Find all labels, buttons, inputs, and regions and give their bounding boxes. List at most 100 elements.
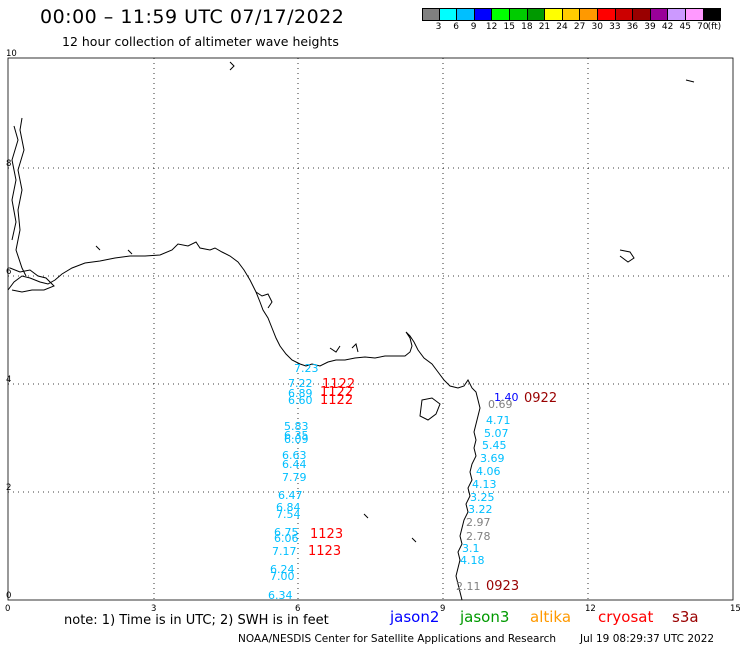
wave-height-label: 6.75 [274, 526, 299, 539]
track-time-label: 0923 [486, 579, 519, 594]
wave-height-label: 6.47 [278, 489, 303, 502]
credit-text: NOAA/NESDIS Center for Satellite Applica… [238, 633, 556, 645]
wave-height-label: 7.22 [288, 377, 313, 390]
scale-label: 6 [453, 22, 459, 32]
wave-height-label: 7.23 [294, 362, 319, 375]
x-tick-label: 12 [585, 604, 596, 614]
scale-swatch [527, 8, 546, 21]
x-tick-label: 3 [151, 604, 156, 614]
track-time-label: 1122 [320, 393, 353, 408]
y-tick-label: 6 [6, 267, 11, 277]
scale-label: 27 [573, 22, 586, 32]
satellite-legend-cryosat: cryosat [598, 608, 654, 626]
satellite-legend-jason2: jason2 [390, 608, 440, 626]
wave-height-label: 3.25 [470, 491, 495, 504]
wave-height-label: 5.07 [484, 427, 509, 440]
track-time-label: 1122 [320, 385, 353, 400]
scale-swatch [580, 8, 598, 21]
wave-height-label: 7.17 [272, 545, 297, 558]
wave-height-label: 3.1 [462, 542, 480, 555]
wave-height-label: 6.44 [282, 458, 307, 471]
x-tick-label: 6 [295, 604, 300, 614]
wave-height-label: 6.34 [268, 589, 293, 602]
x-tick-label: 0 [5, 604, 10, 614]
scale-label: 70 [697, 22, 709, 32]
color-scale-bar [422, 6, 722, 25]
scale-swatch [509, 8, 528, 21]
scale-swatch [562, 8, 581, 21]
footer-note: note: 1) Time is in UTC; 2) SWH is in fe… [64, 613, 329, 628]
map-frame [7, 57, 734, 601]
generated-timestamp: Jul 19 08:29:37 UTC 2022 [580, 633, 715, 645]
axis-tick-labels: 0 3 6 9 12 15 0 2 4 6 8 10 [5, 49, 740, 614]
scale-label: 42 [661, 22, 674, 32]
scale-label: 30 [591, 22, 603, 32]
wave-height-label: 4.18 [460, 554, 485, 567]
scale-swatch [457, 8, 475, 21]
wave-height-label: 5.83 [284, 420, 309, 433]
satellite-legend-altika: altika [530, 608, 572, 626]
x-tick-label: 9 [440, 604, 445, 614]
grid-lines [8, 58, 733, 600]
wave-height-label: 1.40 [494, 391, 519, 404]
map-subtitle: 12 hour collection of altimeter wave hei… [62, 34, 339, 49]
scale-swatch [615, 8, 634, 21]
scale-label: 12 [485, 22, 498, 32]
scale-swatch [685, 8, 704, 21]
wave-height-label: 7.79 [282, 471, 307, 484]
scale-swatch [597, 8, 616, 21]
wave-height-label: 2.78 [466, 530, 491, 543]
track-time-label: 0922 [524, 391, 557, 406]
scale-swatch [439, 8, 458, 21]
wave-height-label: 3.22 [468, 503, 493, 516]
wave-height-label: 2.11 [456, 580, 481, 593]
satellite-legend-jason3: jason3 [460, 608, 510, 626]
scale-label: 3 [435, 22, 442, 32]
wave-height-label: 6.06 [274, 532, 299, 545]
wave-height-label: 7.54 [276, 508, 301, 521]
wave-height-label: 7.00 [270, 570, 295, 583]
scale-swatch [422, 8, 440, 21]
wave-height-label: 5.45 [482, 439, 507, 452]
wave-height-label: 6.09 [284, 433, 309, 446]
y-tick-label: 4 [6, 375, 11, 385]
track-time-label: 1122 [322, 377, 355, 392]
scale-label: 24 [556, 22, 568, 32]
y-tick-label: 10 [6, 49, 17, 59]
wave-height-label: 4.13 [472, 478, 497, 491]
wave-height-label: 6.60 [288, 394, 313, 407]
wave-height-labels: 7.23 7.226.896.60 5.836.356.09 6.636.447.79… [268, 362, 519, 602]
scale-label: 45 [679, 22, 691, 32]
scale-label: 15 [503, 22, 515, 32]
wave-height-label: 4.06 [476, 465, 501, 478]
scale-label: 39 [644, 22, 656, 32]
scale-label: 33 [609, 22, 621, 32]
scale-swatch [545, 8, 563, 21]
satellite-legend-s3a: s3a [672, 608, 699, 626]
wave-height-label: 6.35 [284, 429, 309, 442]
wave-height-label: 6.89 [288, 387, 313, 400]
wave-height-label: 2.97 [466, 516, 491, 529]
scale-swatch [474, 8, 493, 21]
wave-height-label: 0.69 [488, 398, 513, 411]
scale-label: 9 [470, 22, 477, 32]
x-tick-label: 15 [730, 604, 740, 614]
scale-label: 21 [538, 22, 551, 32]
wave-height-label: 6.84 [276, 501, 301, 514]
scale-label: 18 [521, 22, 533, 32]
y-tick-label: 2 [6, 483, 11, 493]
scale-swatch [650, 8, 669, 21]
wave-height-label: 4.71 [486, 414, 511, 427]
y-tick-label: 0 [6, 591, 11, 601]
wave-height-label: 6.24 [270, 563, 295, 576]
y-tick-label: 8 [6, 159, 11, 169]
scale-swatch [703, 8, 722, 21]
track-time-label: 1123 [308, 544, 341, 559]
scale-swatch [492, 8, 510, 21]
track-time-label: 1123 [310, 527, 343, 542]
scale-unit: (ft) [707, 22, 722, 32]
scale-swatch [633, 8, 651, 21]
scale-label: 36 [626, 22, 639, 32]
